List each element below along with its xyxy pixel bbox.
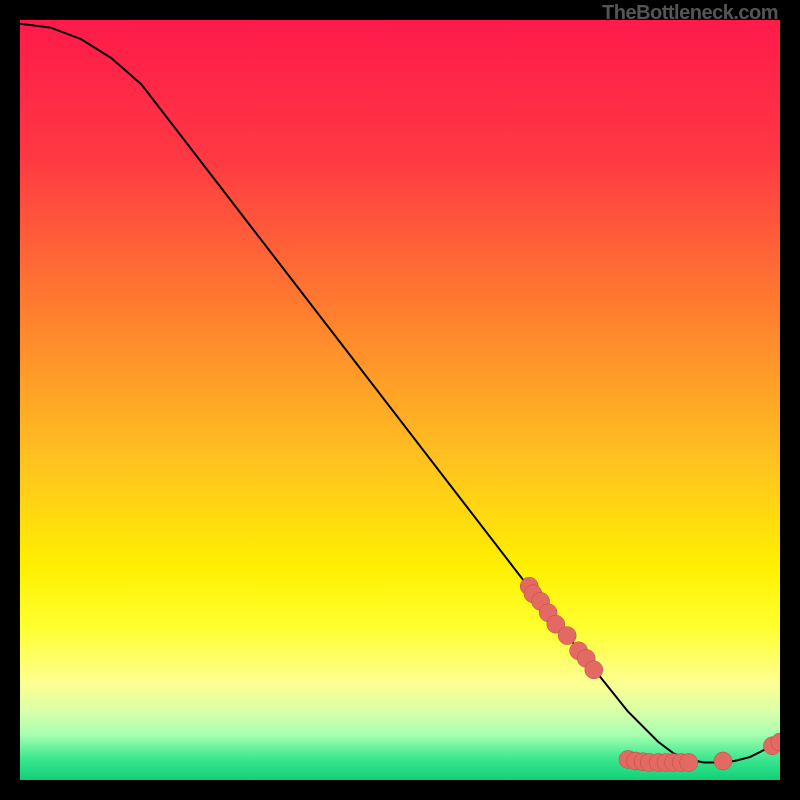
- data-marker: [558, 627, 576, 645]
- bottleneck-chart: [20, 20, 780, 780]
- data-marker: [585, 661, 603, 679]
- data-marker: [714, 752, 732, 770]
- data-marker: [680, 754, 698, 772]
- watermark-text: TheBottleneck.com: [602, 2, 778, 25]
- chart-background: [20, 20, 780, 780]
- chart-canvas: [20, 20, 780, 780]
